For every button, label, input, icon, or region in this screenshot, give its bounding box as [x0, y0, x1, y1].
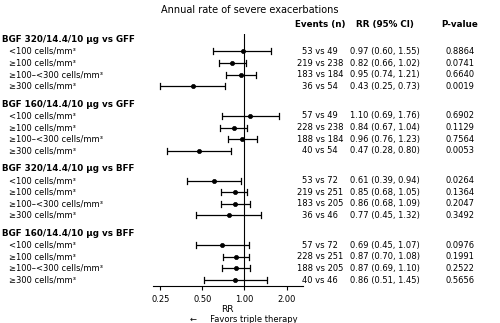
Text: <100 cells/mm³: <100 cells/mm³: [9, 176, 76, 185]
Text: 219 vs 238: 219 vs 238: [297, 58, 343, 68]
Text: 0.84 (0.67, 1.04): 0.84 (0.67, 1.04): [350, 123, 420, 132]
Text: 0.87 (0.70, 1.08): 0.87 (0.70, 1.08): [350, 252, 420, 261]
Text: <100 cells/mm³: <100 cells/mm³: [9, 111, 76, 120]
Text: 0.85 (0.68, 1.05): 0.85 (0.68, 1.05): [350, 188, 420, 197]
Text: ≥300 cells/mm³: ≥300 cells/mm³: [9, 82, 76, 91]
Text: 183 vs 205: 183 vs 205: [297, 199, 343, 208]
Text: ≥300 cells/mm³: ≥300 cells/mm³: [9, 276, 76, 285]
Text: BGF 320/14.4/10 μg vs GFF: BGF 320/14.4/10 μg vs GFF: [2, 35, 136, 44]
Text: Events (n): Events (n): [295, 20, 345, 29]
Text: BGF 160/14.4/10 μg vs GFF: BGF 160/14.4/10 μg vs GFF: [2, 100, 136, 109]
Text: 0.2047: 0.2047: [446, 199, 474, 208]
Text: 0.95 (0.74, 1.21): 0.95 (0.74, 1.21): [350, 70, 420, 79]
Text: 0.0264: 0.0264: [446, 176, 474, 185]
Text: 0.47 (0.28, 0.80): 0.47 (0.28, 0.80): [350, 146, 420, 155]
Text: 0.0741: 0.0741: [446, 58, 474, 68]
Text: 0.8864: 0.8864: [446, 47, 474, 56]
Text: P-value: P-value: [442, 20, 478, 29]
Text: ≥100–<300 cells/mm³: ≥100–<300 cells/mm³: [9, 135, 103, 144]
Text: 228 vs 238: 228 vs 238: [297, 123, 343, 132]
Text: 57 vs 72: 57 vs 72: [302, 241, 338, 250]
Text: 0.2522: 0.2522: [446, 264, 474, 273]
Text: 36 vs 54: 36 vs 54: [302, 82, 338, 91]
Text: 0.0976: 0.0976: [446, 241, 474, 250]
Text: 36 vs 46: 36 vs 46: [302, 211, 338, 220]
Text: 0.0019: 0.0019: [446, 82, 474, 91]
Text: 0.6902: 0.6902: [446, 111, 474, 120]
Text: 0.96 (0.76, 1.23): 0.96 (0.76, 1.23): [350, 135, 420, 144]
Text: ≥100 cells/mm³: ≥100 cells/mm³: [9, 123, 76, 132]
Text: 0.1364: 0.1364: [446, 188, 474, 197]
Text: RR (95% CI): RR (95% CI): [356, 20, 414, 29]
Text: ≥100–<300 cells/mm³: ≥100–<300 cells/mm³: [9, 199, 103, 208]
Text: 0.43 (0.25, 0.73): 0.43 (0.25, 0.73): [350, 82, 420, 91]
Text: ≥100–<300 cells/mm³: ≥100–<300 cells/mm³: [9, 70, 103, 79]
Text: 0.5656: 0.5656: [446, 276, 474, 285]
Text: 0.77 (0.45, 1.32): 0.77 (0.45, 1.32): [350, 211, 420, 220]
X-axis label: RR: RR: [221, 305, 234, 314]
Text: 0.3492: 0.3492: [446, 211, 474, 220]
Text: BGF 320/14.4/10 μg vs BFF: BGF 320/14.4/10 μg vs BFF: [2, 164, 135, 173]
Text: ≥300 cells/mm³: ≥300 cells/mm³: [9, 146, 76, 155]
Text: 219 vs 251: 219 vs 251: [297, 188, 343, 197]
Text: 183 vs 184: 183 vs 184: [297, 70, 343, 79]
Text: <100 cells/mm³: <100 cells/mm³: [9, 241, 76, 250]
Text: 0.97 (0.60, 1.55): 0.97 (0.60, 1.55): [350, 47, 420, 56]
Text: 40 vs 46: 40 vs 46: [302, 276, 338, 285]
Text: 0.61 (0.39, 0.94): 0.61 (0.39, 0.94): [350, 176, 420, 185]
Text: 0.86 (0.51, 1.45): 0.86 (0.51, 1.45): [350, 276, 420, 285]
Text: 0.6640: 0.6640: [446, 70, 474, 79]
Text: 0.1991: 0.1991: [446, 252, 474, 261]
Text: 228 vs 251: 228 vs 251: [297, 252, 343, 261]
Text: 188 vs 184: 188 vs 184: [297, 135, 343, 144]
Text: 0.0053: 0.0053: [446, 146, 474, 155]
Text: 53 vs 49: 53 vs 49: [302, 47, 338, 56]
Text: 1.10 (0.69, 1.76): 1.10 (0.69, 1.76): [350, 111, 420, 120]
Text: <100 cells/mm³: <100 cells/mm³: [9, 47, 76, 56]
Text: 40 vs 54: 40 vs 54: [302, 146, 338, 155]
Text: ≥100 cells/mm³: ≥100 cells/mm³: [9, 252, 76, 261]
Text: 0.82 (0.66, 1.02): 0.82 (0.66, 1.02): [350, 58, 420, 68]
Text: Annual rate of severe exacerbations: Annual rate of severe exacerbations: [161, 5, 339, 15]
Text: ≥100 cells/mm³: ≥100 cells/mm³: [9, 58, 76, 68]
Text: BGF 160/14.4/10 μg vs BFF: BGF 160/14.4/10 μg vs BFF: [2, 229, 135, 238]
Text: ≥100 cells/mm³: ≥100 cells/mm³: [9, 188, 76, 197]
Text: ←     Favors triple therapy: ← Favors triple therapy: [190, 315, 298, 323]
Text: 57 vs 49: 57 vs 49: [302, 111, 338, 120]
Text: 188 vs 205: 188 vs 205: [297, 264, 343, 273]
Text: 0.1129: 0.1129: [446, 123, 474, 132]
Text: 0.7564: 0.7564: [446, 135, 474, 144]
Text: ≥300 cells/mm³: ≥300 cells/mm³: [9, 211, 76, 220]
Text: 53 vs 72: 53 vs 72: [302, 176, 338, 185]
Text: ≥100–<300 cells/mm³: ≥100–<300 cells/mm³: [9, 264, 103, 273]
Text: 0.86 (0.68, 1.09): 0.86 (0.68, 1.09): [350, 199, 420, 208]
Text: 0.69 (0.45, 1.07): 0.69 (0.45, 1.07): [350, 241, 420, 250]
Text: 0.87 (0.69, 1.10): 0.87 (0.69, 1.10): [350, 264, 420, 273]
